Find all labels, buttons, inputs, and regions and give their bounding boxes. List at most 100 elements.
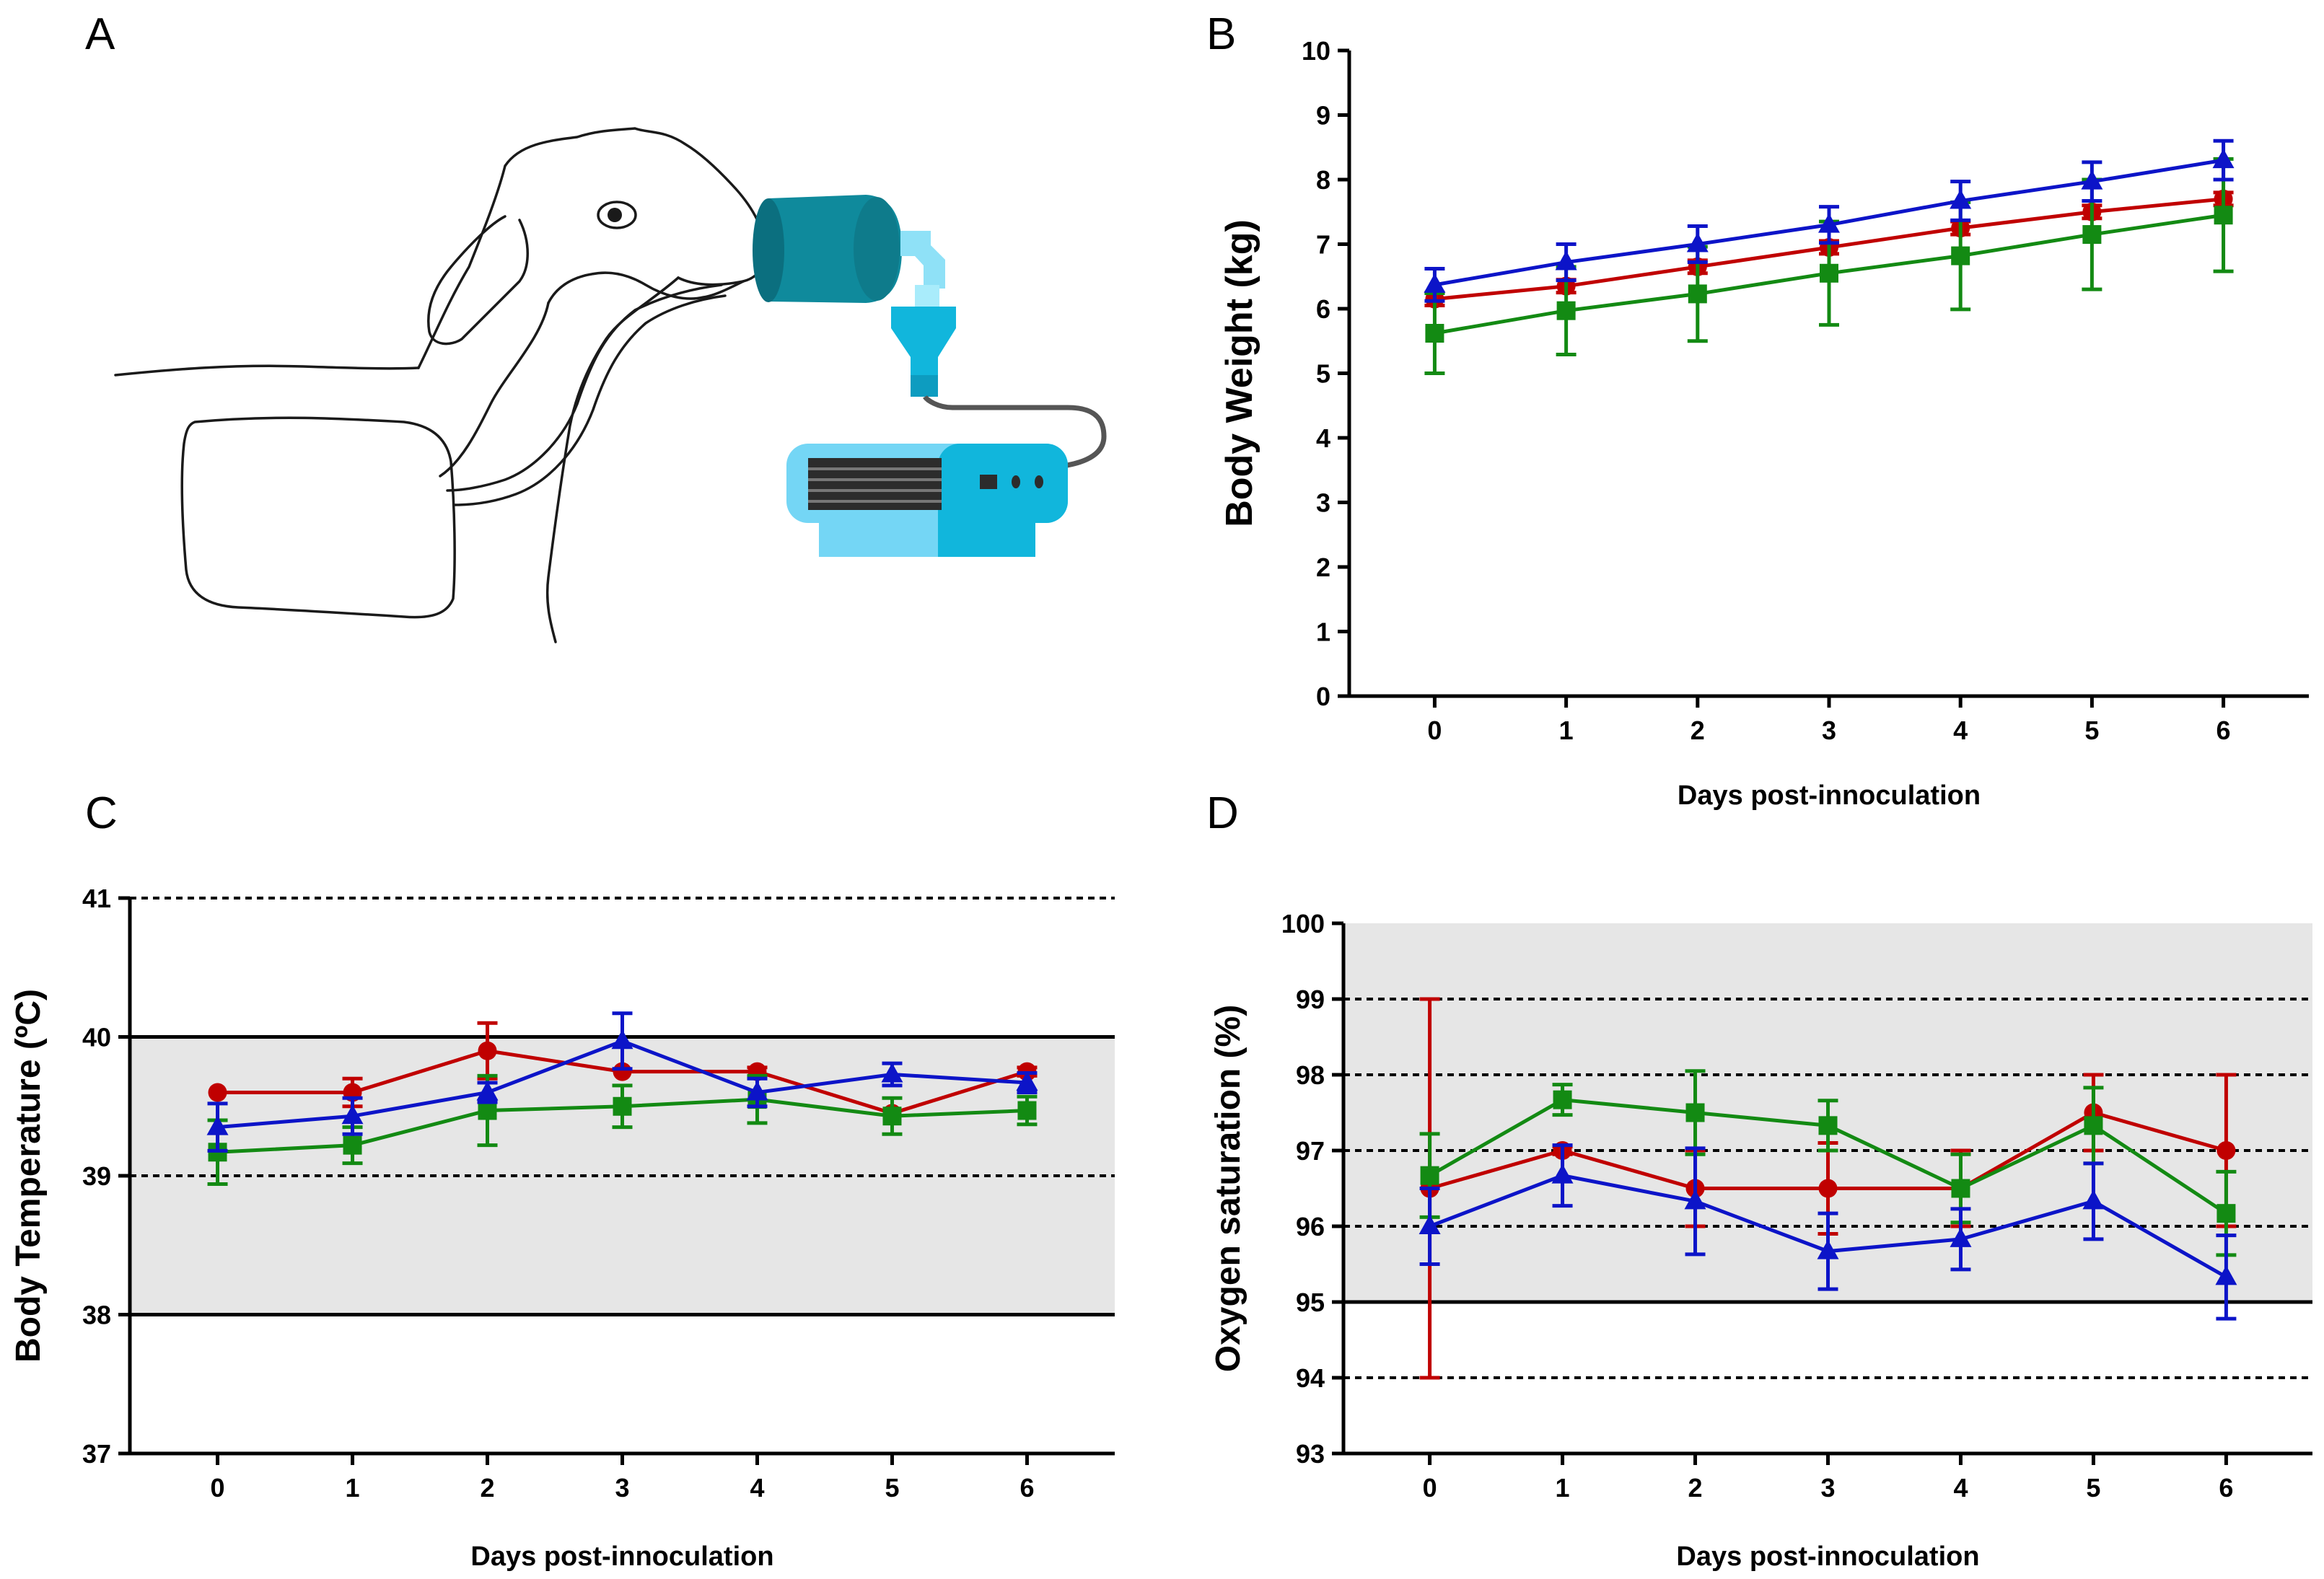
- x-tick-label: 0: [211, 1473, 225, 1503]
- x-tick-label: 5: [2086, 1473, 2100, 1503]
- data-point: [2084, 1116, 2103, 1135]
- nebulizer-mask-icon: [753, 195, 902, 303]
- panel-letter-a: A: [85, 9, 115, 59]
- y-tick-label: 98: [1296, 1060, 1325, 1090]
- y-tick-label: 38: [82, 1301, 111, 1330]
- data-point: [1551, 1164, 1574, 1184]
- x-tick-label: 3: [1822, 716, 1836, 745]
- lamb-body-outline: [180, 416, 456, 619]
- data-point: [2212, 149, 2235, 169]
- y-tick-label: 4: [1316, 423, 1330, 453]
- data-point: [341, 1104, 364, 1125]
- y-tick-label: 95: [1296, 1288, 1325, 1317]
- data-point: [613, 1062, 632, 1081]
- data-point: [1555, 250, 1577, 271]
- data-point: [1817, 1239, 1839, 1259]
- series-blue: [206, 1011, 1038, 1153]
- data-point: [2215, 1265, 2237, 1285]
- y-tick-label: 3: [1316, 488, 1330, 518]
- data-point: [1684, 1189, 1706, 1210]
- data-point: [343, 1135, 362, 1155]
- x-tick-label: 6: [2216, 716, 2231, 745]
- data-point: [2216, 1141, 2236, 1160]
- lamb-tube-outer: [446, 283, 723, 492]
- data-point: [1685, 1103, 1705, 1122]
- data-point: [746, 1081, 768, 1101]
- x-tick-label: 2: [480, 1473, 494, 1503]
- series-blue: [1418, 1143, 2237, 1321]
- data-point: [208, 1083, 227, 1102]
- x-tick-label: 4: [1953, 716, 1968, 745]
- lamb-jaw-outline: [547, 271, 745, 304]
- series-green: [1419, 1069, 2237, 1257]
- panel-letter-b: B: [1206, 9, 1236, 59]
- x-tick-label: 3: [1820, 1473, 1835, 1503]
- x-tick-label: 4: [750, 1473, 764, 1503]
- y-tick-label: 8: [1316, 165, 1330, 195]
- panel-letter-c: C: [85, 788, 118, 838]
- data-point: [613, 1096, 632, 1116]
- x-tick-label: 0: [1427, 716, 1442, 745]
- x-tick-label: 3: [615, 1473, 629, 1503]
- lamb-neck-back: [439, 302, 550, 478]
- data-point: [1425, 324, 1444, 343]
- y-tick-label: 41: [82, 884, 111, 913]
- lamb-eye: [597, 201, 637, 229]
- data-point: [2082, 1189, 2105, 1210]
- x-tick-label: 5: [885, 1473, 899, 1503]
- data-point: [1418, 1215, 1441, 1234]
- data-point: [1820, 263, 1838, 283]
- nebulizer-cup-icon: [891, 231, 956, 397]
- x-tick-label: 1: [346, 1473, 360, 1503]
- x-axis-title: Days post-innoculation: [1678, 780, 1981, 811]
- y-tick-label: 9: [1316, 101, 1330, 131]
- oxygen-saturation-chart: 93 94 95 96 97 98 99 100 0 1 2 3 4 5 6 Days post-innocu…: [1209, 909, 2312, 1572]
- y-tick-label: 100: [1281, 909, 1325, 938]
- y-tick-label: 7: [1316, 230, 1330, 260]
- lamb-back-outline: [114, 364, 420, 377]
- y-tick-label: 94: [1296, 1363, 1325, 1393]
- x-tick-label: 1: [1556, 1473, 1570, 1503]
- y-axis-title: Oxygen saturation (%): [1209, 1005, 1247, 1372]
- data-point: [881, 1063, 903, 1083]
- data-point: [1553, 1090, 1572, 1109]
- data-point: [2214, 206, 2233, 225]
- x-axis-title: Days post-innoculation: [1676, 1541, 1979, 1572]
- data-point: [206, 1115, 229, 1135]
- y-tick-label: 1: [1316, 617, 1330, 647]
- y-tick-label: 40: [82, 1023, 111, 1052]
- data-point: [1950, 1227, 1972, 1247]
- panel-letter-d: D: [1206, 788, 1239, 838]
- data-point: [2082, 225, 2102, 245]
- y-tick-label: 39: [82, 1161, 111, 1191]
- x-tick-label: 4: [1953, 1473, 1968, 1503]
- data-point: [476, 1081, 499, 1101]
- y-tick-label: 37: [82, 1439, 111, 1469]
- y-tick-label: 10: [1302, 36, 1330, 66]
- data-point: [1688, 284, 1707, 304]
- body-temperature-chart: 37 38 39 40 41 0 1 2 3 4 5 6 Days post-innoculation B…: [9, 884, 1115, 1572]
- nebulizer-compressor-icon: [786, 444, 1068, 557]
- y-tick-label: 96: [1296, 1212, 1325, 1241]
- data-point: [1951, 246, 1970, 265]
- data-point: [882, 1107, 902, 1126]
- data-point: [1424, 273, 1446, 293]
- y-tick-label: 93: [1296, 1439, 1325, 1469]
- data-point: [478, 1041, 497, 1060]
- data-point: [1420, 1166, 1439, 1185]
- x-tick-label: 2: [1688, 1473, 1703, 1503]
- data-point: [611, 1029, 633, 1050]
- lamb-illustration: [114, 127, 766, 643]
- series-blue: [1424, 138, 2235, 303]
- y-axis-title: Body Temperature (ºC): [9, 989, 48, 1363]
- y-tick-label: 0: [1316, 682, 1330, 711]
- lamb-tube-inner: [453, 294, 727, 506]
- y-axis-title: Body Weight (kg): [1219, 219, 1260, 527]
- x-tick-label: 6: [1020, 1473, 1034, 1503]
- data-point: [1818, 213, 1840, 233]
- data-point: [2081, 170, 2103, 190]
- x-tick-label: 0: [1423, 1473, 1437, 1503]
- lamb-ear-outline: [427, 215, 529, 346]
- data-point: [1686, 232, 1709, 252]
